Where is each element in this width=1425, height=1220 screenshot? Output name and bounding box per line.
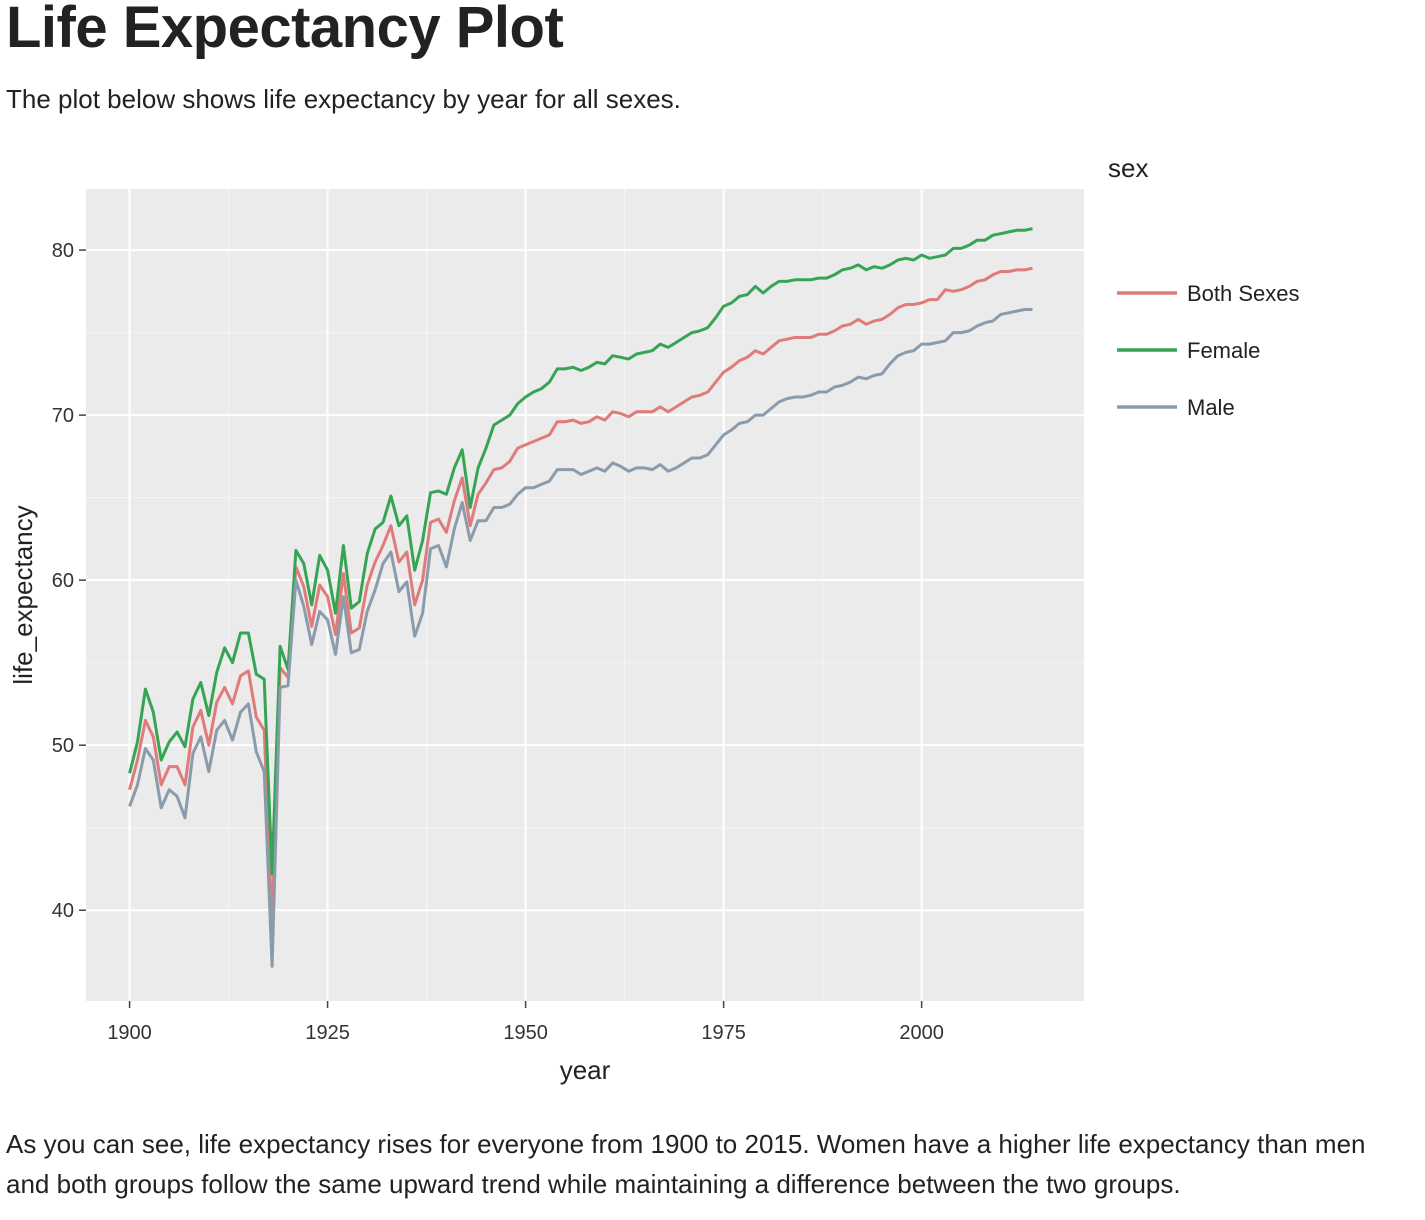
life-expectancy-chart: 1900 1925 1950 1975 2000 40 50 60 70 80 year lif… (8, 153, 1300, 1085)
legend-label: Both Sexes (1187, 281, 1300, 306)
intro-paragraph: The plot below shows life expectancy by … (6, 84, 681, 114)
legend-title: sex (1108, 153, 1148, 183)
y-axis-title: life_expectancy (8, 505, 38, 684)
x-axis-title: year (560, 1055, 611, 1085)
y-tick-label: 50 (52, 735, 74, 757)
x-tick-label: 1925 (305, 1022, 350, 1044)
x-tick-label: 2000 (899, 1022, 944, 1044)
series-line-female (128, 227, 1033, 876)
y-tick-label: 70 (52, 405, 74, 427)
legend-label: Male (1187, 395, 1235, 420)
x-axis: 1900 1925 1950 1975 2000 (107, 1001, 944, 1044)
series-line-male (128, 308, 1033, 968)
y-axis: 40 50 60 70 80 (52, 240, 86, 922)
page-title: Life Expectancy Plot (6, 0, 564, 60)
minor-gridlines (86, 189, 1084, 1001)
conclusion-paragraph: As you can see, life expectancy rises fo… (6, 1129, 1366, 1199)
legend: sex Both Sexes Female Male (1108, 153, 1300, 429)
x-tick-label: 1950 (503, 1022, 548, 1044)
x-tick-label: 1900 (107, 1022, 152, 1044)
y-tick-label: 60 (52, 570, 74, 592)
plot-panel (86, 189, 1084, 1001)
major-gridlines (86, 189, 1084, 1001)
y-tick-label: 80 (52, 240, 74, 262)
x-tick-label: 1975 (701, 1022, 746, 1044)
series-lines (128, 227, 1033, 968)
legend-label: Female (1187, 338, 1260, 363)
y-tick-label: 40 (52, 900, 74, 922)
